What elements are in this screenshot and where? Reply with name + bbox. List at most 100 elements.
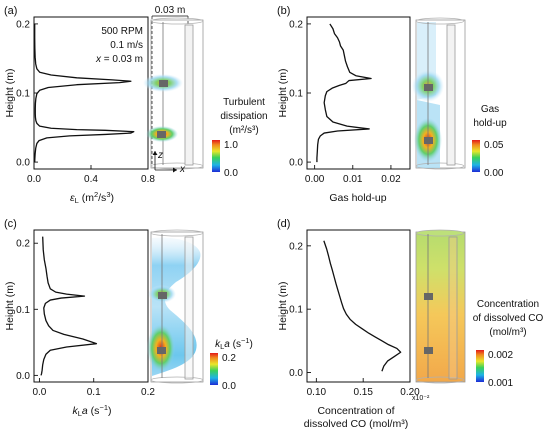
panel-b-xtick-label: 0.01 <box>343 174 363 185</box>
panel-c-xtick-label: 0.1 <box>87 387 101 398</box>
panel-a-ytick-label: 0.2 <box>16 19 30 30</box>
panel-d-xtick-label: 0.10 <box>307 387 327 398</box>
panel-c-colorbar-title: kLa (s−1) <box>215 336 253 351</box>
panel-d-concentration-field <box>415 231 466 383</box>
panel-d-colorbar-title-2: of dissolved CO <box>473 313 544 324</box>
panel-c-colorbar-max: 0.2 <box>222 353 236 364</box>
panel-d-ylabel: Height (m) <box>277 281 289 330</box>
panel-b-profile-line <box>316 23 372 163</box>
panel-c-reactor <box>147 229 204 384</box>
panel-c-ytick-label: 0.0 <box>16 371 30 382</box>
panel-a-ytick-label: 0.1 <box>16 89 30 100</box>
panel-b-colorbar-scale <box>472 140 480 172</box>
panel-b-ylabel: Height (m) <box>277 68 289 117</box>
panel-d-xlabel-line-1: Concentration of <box>317 405 394 417</box>
panel-a-z-axis-arrowhead <box>152 151 158 155</box>
panel-b-vessel-bottom <box>415 162 465 170</box>
panel-d-reactor <box>415 229 466 384</box>
panel-d-xtick-label: 0.20 <box>400 387 420 398</box>
panel-b-label: (b) <box>277 5 290 17</box>
panel-c-baffle <box>184 236 194 380</box>
panel-c-profile-line <box>40 236 98 376</box>
panel-b-colorbar-max: 0.05 <box>484 140 504 151</box>
panel-d-colorbar-max: 0.002 <box>488 350 513 361</box>
panel-b-baffle <box>446 24 456 166</box>
panel-d-ticks: 0.10 0.15 0.20 0.0 0.1 0.2 <box>289 241 420 398</box>
panel-a-colorbar-title-2: dissipation <box>220 111 267 122</box>
panel-d-xtick-label: 0.15 <box>353 387 373 398</box>
panel-c-vessel-bottom <box>150 376 204 384</box>
panel-a-lower-impeller <box>157 131 166 138</box>
panel-c-plot-frame <box>33 229 149 383</box>
panel-d-colorbar-title-3: (mol/m³) <box>489 327 526 338</box>
panel-a-xtick-label: 0.4 <box>84 174 98 185</box>
panel-b-ytick-label: 0.1 <box>289 89 303 100</box>
panel-d-upper-impeller <box>424 293 433 300</box>
panel-b-ytick-label: 0.0 <box>289 158 303 169</box>
panel-d-colorbar-scale <box>476 350 484 382</box>
panel-b: (b) 0.00 0.01 0.02 0.0 0.1 0.2 Height (m) Gas… <box>277 5 507 204</box>
panel-b-xlabel: Gas hold-up <box>329 192 386 204</box>
panel-c-vessel <box>150 231 204 383</box>
panel-a-xtick-label: 0.0 <box>27 174 41 185</box>
panel-a-reactor: 0.03 m x z <box>143 5 204 175</box>
panel-b-colorbar-title-1: Gas <box>481 104 499 115</box>
panel-a-x-axis-arrowhead <box>173 167 177 173</box>
panel-c-vessel-top <box>150 229 204 237</box>
panel-a-colorbar-max: 1.0 <box>224 140 238 151</box>
panel-a-ticks: 0.0 0.4 0.8 0.0 0.1 0.2 <box>16 19 155 185</box>
panel-d-lower-impeller <box>424 347 433 354</box>
panel-c-ylabel: Height (m) <box>4 281 16 330</box>
panel-b-upper-impeller <box>424 84 433 91</box>
panel-a-profile-line <box>34 23 135 163</box>
panel-a-annotation-velocity: 0.1 m/s <box>110 40 143 51</box>
panel-b-ticks: 0.00 0.01 0.02 0.0 0.1 0.2 <box>289 19 401 185</box>
panel-d-profile-line <box>323 240 402 372</box>
panel-a-vessel-bottom <box>150 162 204 170</box>
panel-c-colorbar-scale <box>210 353 218 385</box>
panel-c-xtick-label: 0.2 <box>141 387 155 398</box>
panel-d: (d) 0.10 0.15 0.20 0.0 0.1 0.2 Height (m) Con… <box>277 218 544 430</box>
panel-a-label: (a) <box>4 5 17 17</box>
panel-b-reactor <box>412 17 466 170</box>
panel-b-vessel-top <box>415 17 465 25</box>
panel-a-upper-impeller <box>159 80 168 87</box>
panel-a-colorbar-min: 0.0 <box>224 168 238 179</box>
panel-b-plot-frame <box>306 16 411 170</box>
panel-d-xlabel-line-2: dissolved CO (mol/m³) <box>304 418 408 430</box>
panel-a-colorbar-title-3: (m²/s³) <box>229 125 258 136</box>
panel-a-baffle <box>184 24 194 166</box>
panel-a-xtick-label: 0.8 <box>141 174 155 185</box>
panel-d-vessel-bottom <box>415 376 465 384</box>
panel-a: (a) 0.0 0.4 0.8 0.0 0.1 0.2 Height (m) εL (m2… <box>4 5 268 205</box>
panel-c-ytick-label: 0.2 <box>16 239 30 250</box>
panel-c-ticks: 0.0 0.1 0.2 0.0 0.1 0.2 <box>16 239 155 398</box>
panel-d-colorbar-title-1: Concentration <box>477 299 539 310</box>
panel-c-colorbar-min: 0.0 <box>222 381 236 392</box>
panel-d-label: (d) <box>277 218 290 230</box>
panel-c-ytick-label: 0.1 <box>16 305 30 316</box>
panel-c-colorbar: kLa (s−1) 0.2 0.0 <box>210 336 253 392</box>
panel-a-ylabel: Height (m) <box>4 68 16 117</box>
panel-d-plot-frame <box>306 229 411 383</box>
panel-a-annotation-position: x = 0.03 m <box>95 54 143 65</box>
panel-c-lower-impeller <box>157 347 166 354</box>
panel-d-x-multiplier: x10⁻² <box>412 395 430 402</box>
panel-b-lower-impeller <box>424 137 433 144</box>
panel-c: (c) 0.0 0.1 0.2 0.0 0.1 0.2 Height (m) kLa (s… <box>4 218 253 418</box>
panel-d-colorbar: Concentration of dissolved CO (mol/m³) 0… <box>473 299 544 389</box>
panel-a-colorbar-scale <box>212 140 220 172</box>
panel-a-vessel <box>150 19 204 169</box>
panel-d-baffle <box>448 236 458 380</box>
panel-c-label: (c) <box>4 218 17 230</box>
panel-a-x-axis-label: x <box>179 164 186 175</box>
panel-c-xlabel: kLa (s−1) <box>73 403 112 418</box>
panel-d-ytick-label: 0.2 <box>289 241 303 252</box>
panel-b-colorbar-min: 0.00 <box>484 168 504 179</box>
panel-d-colorbar-min: 0.001 <box>488 378 513 389</box>
panel-b-colorbar-title-2: hold-up <box>473 118 507 129</box>
panel-a-colorbar-title-1: Turbulent <box>223 97 265 108</box>
panel-b-colorbar: Gas hold-up 0.05 0.00 <box>472 104 507 179</box>
panel-d-ytick-label: 0.1 <box>289 305 303 316</box>
